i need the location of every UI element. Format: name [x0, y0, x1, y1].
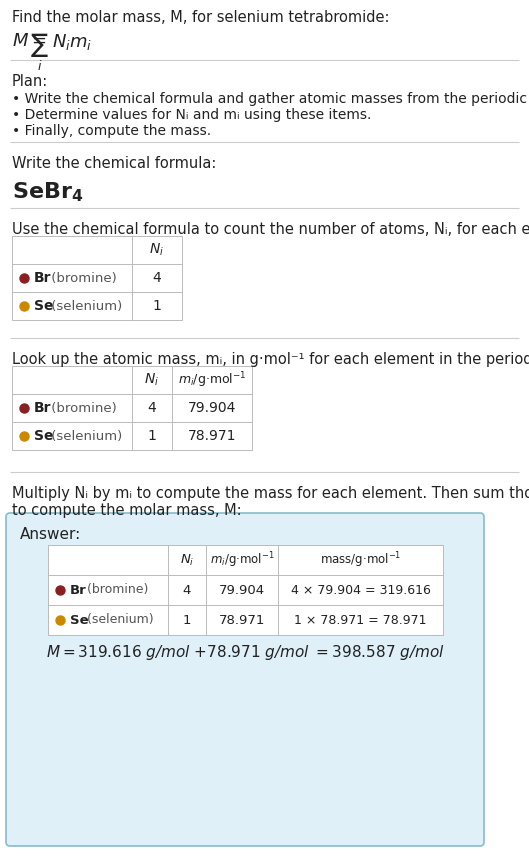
- Text: $M = 319.616$ g/mol $+ 78.971$ g/mol $= 398.587$ g/mol: $M = 319.616$ g/mol $+ 78.971$ g/mol $= …: [45, 644, 444, 663]
- Text: Use the chemical formula to count the number of atoms, Nᵢ, for each element:: Use the chemical formula to count the nu…: [12, 222, 529, 237]
- Text: to compute the molar mass, M:: to compute the molar mass, M:: [12, 503, 242, 518]
- Bar: [12, 236, 182, 320]
- Text: $m_i$/g·mol$^{-1}$: $m_i$/g·mol$^{-1}$: [209, 550, 275, 570]
- Text: • Finally, compute the mass.: • Finally, compute the mass.: [12, 124, 211, 138]
- Text: 4: 4: [183, 584, 191, 597]
- Text: (selenium): (selenium): [83, 614, 153, 627]
- Text: Se: Se: [70, 614, 89, 627]
- Text: • Write the chemical formula and gather atomic masses from the periodic table.: • Write the chemical formula and gather …: [12, 92, 529, 106]
- Text: 4: 4: [153, 271, 161, 285]
- Text: $N_i$: $N_i$: [150, 241, 165, 259]
- Text: Answer:: Answer:: [20, 527, 81, 542]
- Text: (bromine): (bromine): [83, 584, 148, 597]
- Text: $N_i m_i$: $N_i m_i$: [52, 32, 93, 52]
- Text: Plan:: Plan:: [12, 74, 48, 89]
- Text: Br: Br: [34, 271, 51, 285]
- Text: Se: Se: [34, 429, 53, 443]
- Text: (bromine): (bromine): [47, 271, 117, 284]
- Text: Find the molar mass, M, for selenium tetrabromide:: Find the molar mass, M, for selenium tet…: [12, 10, 389, 25]
- Text: 1: 1: [183, 614, 191, 627]
- Text: 4: 4: [148, 401, 157, 415]
- Text: 79.904: 79.904: [219, 584, 265, 597]
- Text: Br: Br: [34, 401, 51, 415]
- Text: mass/g·mol$^{-1}$: mass/g·mol$^{-1}$: [320, 550, 401, 570]
- Text: (bromine): (bromine): [47, 401, 117, 414]
- Text: • Determine values for Nᵢ and mᵢ using these items.: • Determine values for Nᵢ and mᵢ using t…: [12, 108, 371, 122]
- Text: (selenium): (selenium): [47, 430, 122, 443]
- FancyBboxPatch shape: [6, 513, 484, 846]
- Text: Multiply Nᵢ by mᵢ to compute the mass for each element. Then sum those values: Multiply Nᵢ by mᵢ to compute the mass fo…: [12, 486, 529, 501]
- Text: Br: Br: [70, 584, 87, 597]
- Text: (selenium): (selenium): [47, 300, 122, 312]
- Text: $N_i$: $N_i$: [144, 372, 160, 389]
- Text: $N_i$: $N_i$: [180, 552, 194, 568]
- Bar: [48, 545, 443, 635]
- Text: 1: 1: [148, 429, 157, 443]
- Text: 1: 1: [152, 299, 161, 313]
- Text: Se: Se: [34, 299, 53, 313]
- Text: $\sum_i$: $\sum_i$: [30, 32, 49, 73]
- Text: 78.971: 78.971: [188, 429, 236, 443]
- Text: Look up the atomic mass, mᵢ, in g·mol⁻¹ for each element in the periodic table:: Look up the atomic mass, mᵢ, in g·mol⁻¹ …: [12, 352, 529, 367]
- Text: $m_i$/g·mol$^{-1}$: $m_i$/g·mol$^{-1}$: [178, 370, 247, 389]
- Text: $\mathbf{SeBr_4}$: $\mathbf{SeBr_4}$: [12, 180, 84, 204]
- Text: Write the chemical formula:: Write the chemical formula:: [12, 156, 216, 171]
- Text: $M = $: $M = $: [12, 32, 46, 50]
- Text: 1 × 78.971 = 78.971: 1 × 78.971 = 78.971: [294, 614, 427, 627]
- Text: 79.904: 79.904: [188, 401, 236, 415]
- Text: 4 × 79.904 = 319.616: 4 × 79.904 = 319.616: [290, 584, 431, 597]
- Bar: [12, 366, 252, 450]
- Text: 78.971: 78.971: [219, 614, 265, 627]
